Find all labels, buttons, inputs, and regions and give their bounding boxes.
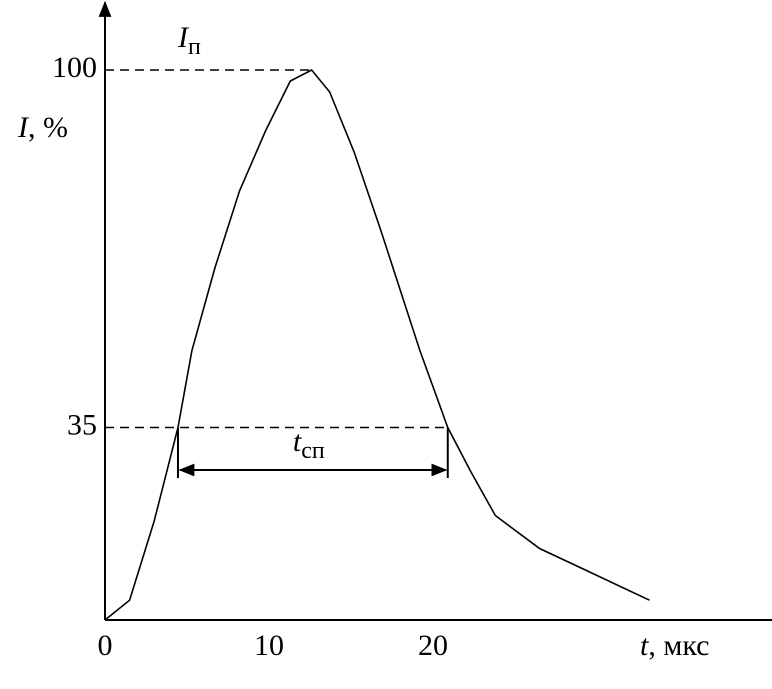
x-axis-label: t, мкс [640,629,709,662]
span-label-main: t [293,425,302,458]
peak-label-main: I [177,21,190,54]
span-label: tсп [293,425,325,464]
y-tick-label: 35 [67,408,97,441]
peak-label-sub: п [188,34,201,60]
y-label-rest: , % [28,111,68,144]
y-tick-label: 100 [52,51,97,84]
y-axis-label: I, % [17,111,68,144]
x-tick-label: 0 [98,629,113,662]
y-label-main: I [17,111,30,144]
curve [104,68,650,621]
x-label-main: t [640,629,649,662]
x-tick-label: 10 [254,629,284,662]
span-label-sub: сп [301,438,325,464]
x-tick-label: 20 [418,629,448,662]
peak-label: Iп [177,21,201,60]
x-label-rest: , мкс [648,629,709,662]
